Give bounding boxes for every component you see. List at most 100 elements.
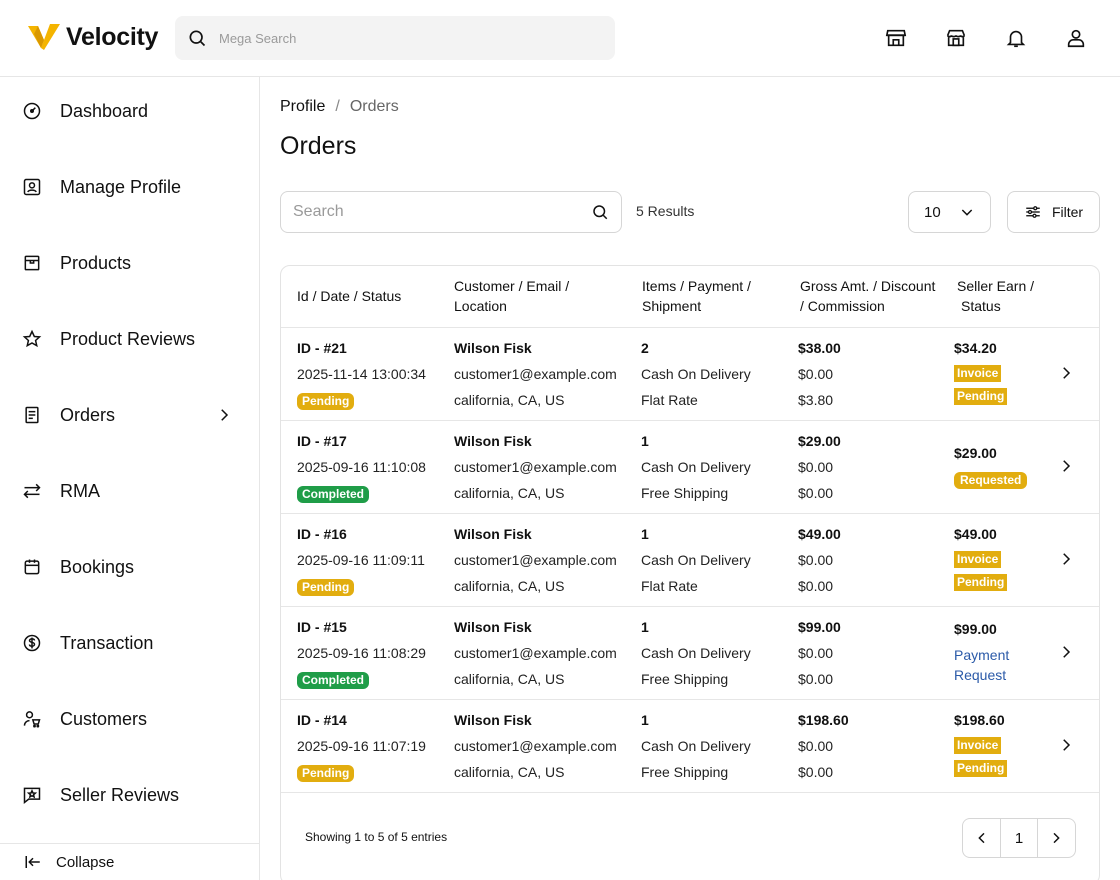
amount-cell: $198.60 $0.00 $0.00 <box>798 712 849 780</box>
sidebar-item-products[interactable]: Products <box>0 238 259 288</box>
sidebar-item-customers[interactable]: Customers <box>0 694 259 744</box>
orders-search-input[interactable] <box>293 203 591 221</box>
seller-status-badge: Invoice <box>954 737 1002 754</box>
seller-status-badge: Pending <box>954 574 1008 591</box>
swap-icon <box>22 481 42 501</box>
sidebar-item-label: RMA <box>60 480 100 501</box>
search-icon[interactable] <box>591 203 609 221</box>
sidebar-item-label: Product Reviews <box>60 328 196 349</box>
amount-cell: $49.00 $0.00 $0.00 <box>798 526 841 594</box>
order-id-cell: ID - #14 2025-09-16 11:07:19 Pending <box>297 712 426 782</box>
sidebar-item-label: Manage Profile <box>60 176 182 197</box>
seller-earn-cell: $34.20 Invoice Pending <box>954 338 1008 405</box>
row-detail-chevron[interactable] <box>1057 457 1075 475</box>
filter-label: Filter <box>1051 204 1084 220</box>
sidebar-item-label: Dashboard <box>60 100 149 121</box>
gauge-icon <box>22 101 42 121</box>
status-badge: Pending <box>297 579 355 596</box>
sidebar-item-orders[interactable]: Orders <box>0 390 259 440</box>
store-icon[interactable] <box>884 26 908 50</box>
page-title: Orders <box>280 132 357 160</box>
prev-page-button[interactable] <box>963 819 1000 857</box>
order-id-cell: ID - #15 2025-09-16 11:08:29 Completed <box>297 619 426 689</box>
sliders-icon <box>1026 206 1040 218</box>
sidebar-item-label: Transaction <box>60 632 154 653</box>
items-cell: 2 Cash On Delivery Flat Rate <box>641 340 751 408</box>
status-badge: Completed <box>297 486 370 503</box>
breadcrumb-separator: / <box>335 98 340 115</box>
collapse-left-icon <box>25 856 40 868</box>
chevron-right-icon <box>221 409 229 421</box>
table-row[interactable]: ID - #15 2025-09-16 11:08:29 Completed W… <box>281 607 1099 700</box>
collapse-button[interactable]: Collapse <box>0 843 259 880</box>
breadcrumb-profile-link[interactable]: Profile <box>280 98 326 115</box>
seller-status-badge: Invoice <box>954 365 1002 382</box>
seller-earn-cell: $99.00 Payment Request <box>954 621 1010 683</box>
shop-icon[interactable] <box>944 26 968 50</box>
brand-logo[interactable]: Velocity <box>28 22 158 52</box>
mega-search-input[interactable] <box>219 30 599 46</box>
brand-name: Velocity <box>66 22 159 51</box>
chevron-right-icon <box>1063 367 1071 379</box>
customer-cell: Wilson Fisk customer1@example.com califo… <box>454 712 617 780</box>
sidebar-item-rma[interactable]: RMA <box>0 466 259 516</box>
header-gross: Gross Amt. / Discount / Commission <box>800 278 936 314</box>
table-row[interactable]: ID - #17 2025-09-16 11:10:08 Completed W… <box>281 421 1099 514</box>
header-items: Items / Payment / Shipment <box>642 278 751 314</box>
seller-status-badge: Pending <box>954 760 1008 777</box>
calendar-icon <box>22 557 42 577</box>
table-header: Id / Date / Status Customer / Email / Loc… <box>281 266 1099 328</box>
results-count: 5 Results <box>636 203 695 219</box>
sidebar-item-label: Customers <box>60 708 148 729</box>
star-icon <box>22 329 42 349</box>
pagination: 1 <box>962 818 1076 858</box>
row-detail-chevron[interactable] <box>1057 736 1075 754</box>
chevron-right-icon <box>1063 553 1071 565</box>
table-row[interactable]: ID - #16 2025-09-16 11:09:11 Pending Wil… <box>281 514 1099 607</box>
table-row[interactable]: ID - #14 2025-09-16 11:07:19 Pending Wil… <box>281 700 1099 793</box>
header-seller-earn: Seller Earn / Status <box>957 278 1035 314</box>
search-icon <box>189 30 206 47</box>
row-detail-chevron[interactable] <box>1057 550 1075 568</box>
items-cell: 1 Cash On Delivery Free Shipping <box>641 712 751 780</box>
table-row[interactable]: ID - #21 2025-11-14 13:00:34 Pending Wil… <box>281 328 1099 421</box>
sidebar-item-manage-profile[interactable]: Manage Profile <box>0 162 259 212</box>
order-id-cell: ID - #21 2025-11-14 13:00:34 Pending <box>297 340 426 410</box>
sidebar-item-seller-reviews[interactable]: Seller Reviews <box>0 770 259 820</box>
chevron-right-icon <box>1063 739 1071 751</box>
seller-status-badge: Pending <box>954 388 1008 405</box>
seller-status-badge: Invoice <box>954 551 1002 568</box>
seller-earn-cell: $198.60 Invoice Pending <box>954 710 1008 777</box>
row-detail-chevron[interactable] <box>1057 643 1075 661</box>
per-page-select[interactable]: 10 <box>908 191 991 233</box>
sidebar-item-label: Products <box>60 252 132 273</box>
sidebar-item-transaction[interactable]: Transaction <box>0 618 259 668</box>
sidebar-item-product-reviews[interactable]: Product Reviews <box>0 314 259 364</box>
chevron-left-icon <box>977 832 985 844</box>
header-customer: Customer / Email / Location <box>454 278 570 314</box>
sidebar-item-label: Bookings <box>60 556 135 577</box>
orders-search-box[interactable] <box>280 191 622 233</box>
user-icon[interactable] <box>1064 26 1088 50</box>
status-badge: Completed <box>297 672 370 689</box>
collapse-label: Collapse <box>56 853 115 871</box>
order-id-cell: ID - #17 2025-09-16 11:10:08 Completed <box>297 433 426 503</box>
filter-button[interactable]: Filter <box>1007 191 1100 233</box>
chevron-right-icon <box>1053 832 1061 844</box>
seller-status-badge: Requested <box>954 472 1028 489</box>
page-number-button[interactable]: 1 <box>1000 819 1038 857</box>
chevron-down-icon <box>961 209 973 216</box>
sidebar-item-bookings[interactable]: Bookings <box>0 542 259 592</box>
next-page-button[interactable] <box>1038 819 1075 857</box>
mega-search-box[interactable] <box>175 16 615 60</box>
amount-cell: $29.00 $0.00 $0.00 <box>798 433 841 501</box>
customer-cell: Wilson Fisk customer1@example.com califo… <box>454 526 617 594</box>
profile-card-icon <box>22 177 42 197</box>
payment-request-link[interactable]: Payment Request <box>954 647 1010 683</box>
sidebar-item-dashboard[interactable]: Dashboard <box>0 86 259 136</box>
order-id-cell: ID - #16 2025-09-16 11:09:11 Pending <box>297 526 425 596</box>
row-detail-chevron[interactable] <box>1057 364 1075 382</box>
breadcrumb-current: Orders <box>349 98 399 115</box>
items-cell: 1 Cash On Delivery Free Shipping <box>641 619 751 687</box>
bell-icon[interactable] <box>1004 26 1028 50</box>
